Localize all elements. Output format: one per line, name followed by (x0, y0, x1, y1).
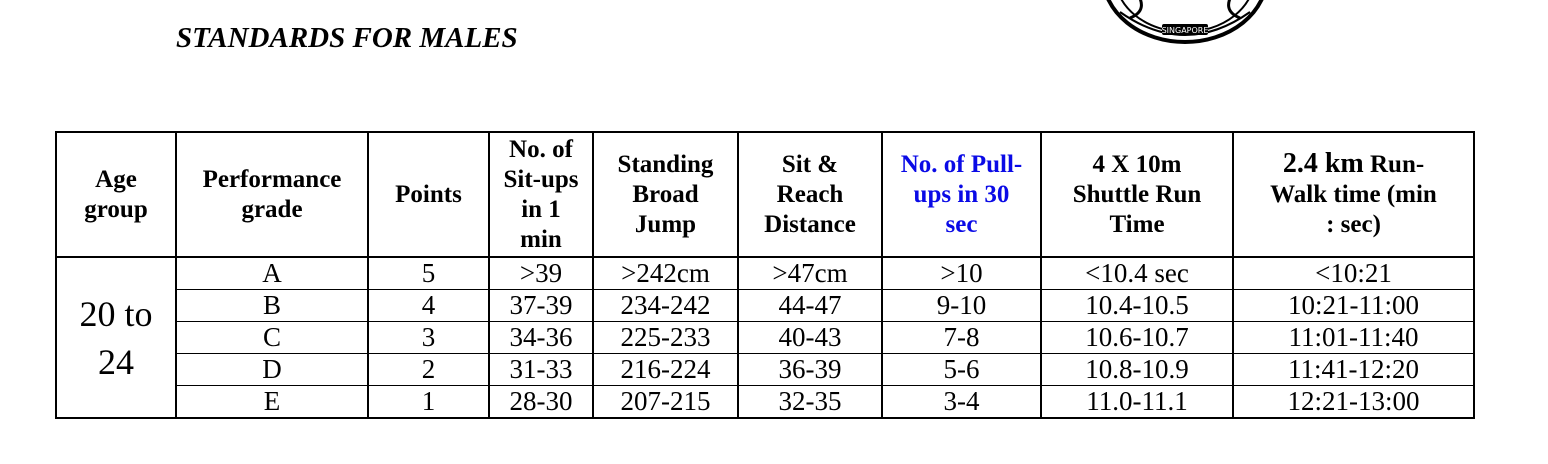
emblem-text: SINGAPORE (1162, 26, 1209, 35)
points-cell: 2 (367, 353, 490, 386)
shuttle-cell: 11.0-11.1 (1040, 385, 1234, 419)
pullups-cell: 3-4 (881, 385, 1042, 419)
header-sit-reach: Sit & Reach Distance (737, 131, 883, 258)
sit-reach-cell: 40-43 (737, 321, 883, 354)
grade-cell: A (175, 256, 369, 290)
table-row: 20 to 24 A 5 >39 >242cm >47cm >10 <10.4 … (55, 256, 1475, 419)
run-walk-cell: 10:21-11:00 (1232, 289, 1475, 322)
points-cell: 1 (367, 385, 490, 419)
header-row: Age group Performance grade Points No. o… (55, 131, 1475, 258)
fitness-standards-table: Age group Performance grade Points No. o… (55, 131, 1475, 419)
sit-reach-cell: 36-39 (737, 353, 883, 386)
header-run-walk: 2.4 km Run-Walk time (min : sec) (1232, 131, 1475, 258)
grade-cell: E (175, 385, 369, 419)
shuttle-cell: <10.4 sec (1040, 256, 1234, 290)
shuttle-cell: 10.8-10.9 (1040, 353, 1234, 386)
sit-reach-cell: >47cm (737, 256, 883, 290)
situps-cell: 31-33 (488, 353, 594, 386)
broad-jump-cell: 225-233 (592, 321, 739, 354)
header-age-group: Age group (55, 131, 177, 258)
header-run-walk-label: Run-Walk time (min : sec) (1270, 151, 1437, 238)
broad-jump-cell: >242cm (592, 256, 739, 290)
pullups-cell: 9-10 (881, 289, 1042, 322)
age-group-cell: 20 to 24 (55, 256, 177, 419)
header-situps: No. of Sit-ups in 1 min (488, 131, 594, 258)
points-cell: 4 (367, 289, 490, 322)
shuttle-cell: 10.4-10.5 (1040, 289, 1234, 322)
points-cell: 5 (367, 256, 490, 290)
grade-cell: B (175, 289, 369, 322)
shuttle-cell: 10.6-10.7 (1040, 321, 1234, 354)
page-title: STANDARDS FOR MALES (176, 22, 518, 54)
header-points: Points (367, 131, 490, 258)
situps-cell: 34-36 (488, 321, 594, 354)
run-walk-cell: 11:41-12:20 (1232, 353, 1475, 386)
situps-cell: 37-39 (488, 289, 594, 322)
run-walk-cell: 11:01-11:40 (1232, 321, 1475, 354)
table-row: C 3 34-36 225-233 40-43 7-8 10.6-10.7 11… (56, 321, 1475, 354)
sit-reach-cell: 44-47 (737, 289, 883, 322)
pullups-cell: 5-6 (881, 353, 1042, 386)
header-run-walk-distance: 2.4 km (1282, 148, 1364, 179)
pullups-cell: 7-8 (881, 321, 1042, 354)
broad-jump-cell: 216-224 (592, 353, 739, 386)
header-shuttle-run: 4 X 10m Shuttle Run Time (1040, 131, 1234, 258)
table-row: B 4 37-39 234-242 44-47 9-10 10.4-10.5 1… (56, 289, 1475, 322)
header-broad-jump: Standing Broad Jump (592, 131, 739, 258)
pullups-cell: >10 (881, 256, 1042, 290)
grade-cell: D (175, 353, 369, 386)
broad-jump-cell: 234-242 (592, 289, 739, 322)
emblem-icon: SINGAPORE (1106, 0, 1264, 44)
run-walk-cell: 12:21-13:00 (1232, 385, 1475, 419)
grade-cell: C (175, 321, 369, 354)
table-row: D 2 31-33 216-224 36-39 5-6 10.8-10.9 11… (56, 353, 1475, 386)
run-walk-cell: <10:21 (1232, 256, 1475, 290)
header-performance-grade: Performance grade (175, 131, 369, 258)
situps-cell: >39 (488, 256, 594, 290)
header-pullups: No. of Pull-ups in 30 sec (881, 131, 1042, 258)
table-row: E 1 28-30 207-215 32-35 3-4 11.0-11.1 12… (56, 385, 1475, 419)
sit-reach-cell: 32-35 (737, 385, 883, 419)
broad-jump-cell: 207-215 (592, 385, 739, 419)
emblem-logo: SINGAPORE (1090, 0, 1280, 56)
situps-cell: 28-30 (488, 385, 594, 419)
points-cell: 3 (367, 321, 490, 354)
